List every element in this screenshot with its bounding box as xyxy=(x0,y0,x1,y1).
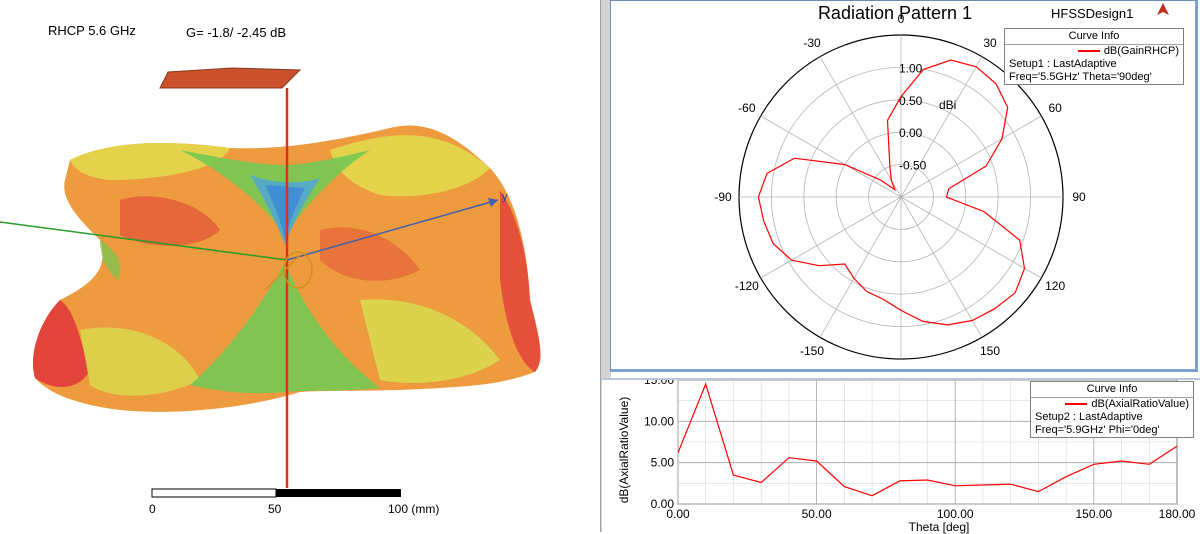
x-axis xyxy=(0,221,288,261)
polar-angle-tick: 60 xyxy=(1048,101,1062,115)
polar-angle-tick: -90 xyxy=(714,190,732,204)
ar-xtick: 180.00 xyxy=(1159,507,1196,521)
scale-tick-100: 100 (mm) xyxy=(388,502,440,516)
pattern-cyan-funnel xyxy=(265,185,305,240)
pattern-yellow-lowright xyxy=(360,299,500,384)
axial-ratio-panel: 0.00 50.00 100.00 150.00 180.00 0.00 5.00 10.00… xyxy=(602,378,1200,534)
pattern-red-right xyxy=(500,190,541,372)
polar-chart-panel: Radiation Pattern 1 HFSSDesign1 0 30 60 90 1… xyxy=(610,0,1198,372)
polar-spoke xyxy=(900,196,983,338)
polar-legend-swatch xyxy=(1077,50,1100,53)
polar-legend-entry: dB(GainRHCP) xyxy=(1005,45,1183,58)
y-axis-arrow xyxy=(488,198,498,207)
pattern-yellow-right xyxy=(330,135,490,197)
ar-legend-line-2: Freq='5.9GHz' Phi='0deg' xyxy=(1035,424,1160,436)
polar-spoke xyxy=(900,115,1042,198)
ar-xtick: 150.00 xyxy=(1075,507,1112,521)
ar-legend-entry: dB(AxialRatioValue) xyxy=(1031,398,1193,411)
ar-tick-labels: 0.00 50.00 100.00 150.00 180.00 0.00 5.00 10.00… xyxy=(644,380,1196,521)
polar-radial-tick: 1.00 xyxy=(899,61,923,75)
polar-angle-tick: -180 xyxy=(889,368,913,369)
ar-xtick: 50.00 xyxy=(802,507,832,521)
origin-diag xyxy=(264,254,301,291)
ar-ytick: 5.00 xyxy=(651,456,675,470)
polar-angle-tick: 120 xyxy=(1045,279,1065,293)
y-axis-label: y xyxy=(502,191,508,203)
polar-legend[interactable]: Curve Info dB(GainRHCP) Setup1 : LastAda… xyxy=(1004,28,1184,85)
polar-angle-tick: 0 xyxy=(898,12,905,26)
y-axis xyxy=(286,199,499,261)
ar-ytick: 15.00 xyxy=(644,380,674,387)
polar-angle-tick: -150 xyxy=(800,344,824,358)
polar-spoke xyxy=(819,196,902,338)
pattern-red-top xyxy=(120,196,220,246)
ar-legend[interactable]: Curve Info dB(AxialRatioValue) Setup2 : … xyxy=(1030,381,1194,438)
hfss-logo-icon xyxy=(1157,3,1169,15)
design-name: HFSSDesign1 xyxy=(1051,6,1133,21)
ar-xtick: 0.00 xyxy=(666,507,690,521)
polar-angle-tick: 90 xyxy=(1072,190,1086,204)
pattern-red-left xyxy=(32,300,90,388)
pattern-yellow-lowleft xyxy=(80,327,200,396)
polar-radial-tick: 0.50 xyxy=(899,94,923,108)
gain-label: G= -1.8/ -2.45 dB xyxy=(186,25,287,40)
ar-legend-line-1: Setup2 : LastAdaptive xyxy=(1035,411,1143,423)
polar-spoke xyxy=(760,196,902,279)
polar-legend-header: Curve Info xyxy=(1005,29,1183,45)
ar-legend-entry-label: dB(AxialRatioValue) xyxy=(1091,398,1189,410)
polar-angle-tick: -120 xyxy=(735,279,759,293)
scale-tick-0: 0 xyxy=(149,502,156,516)
polar-radial-labels: -0.50 0.00 0.50 1.00 xyxy=(899,61,927,172)
polar-angle-tick: -60 xyxy=(738,101,756,115)
axial-ratio-chart: 0.00 50.00 100.00 150.00 180.00 0.00 5.00 10.00… xyxy=(617,380,1196,534)
polar-radial-tick: 0.00 xyxy=(899,126,923,140)
ar-legend-swatch xyxy=(1065,403,1088,406)
polarization-label: RHCP 5.6 GHz xyxy=(48,23,136,38)
polar-angle-labels: 0 30 60 90 120 150 -180 -150 -120 -90 -60 -30 xyxy=(714,12,1086,369)
polar-legend-line-1: Setup1 : LastAdaptive xyxy=(1009,58,1117,70)
pattern-green-lower xyxy=(190,262,380,394)
polar-chart: Radiation Pattern 1 HFSSDesign1 0 30 60 90 1… xyxy=(714,3,1169,369)
polar-radial-tick: -0.50 xyxy=(899,159,927,173)
ar-ytick: 10.00 xyxy=(644,414,674,428)
polar-angle-tick: 150 xyxy=(980,344,1000,358)
ar-series-axial-ratio xyxy=(677,382,1178,497)
ar-legend-header: Curve Info xyxy=(1031,382,1193,398)
polar-legend-entry-label: dB(GainRHCP) xyxy=(1103,45,1179,57)
polar-unit-label: dBi xyxy=(939,98,956,112)
scale-bar-black xyxy=(276,489,401,497)
ar-xlabel: Theta [deg] xyxy=(909,520,970,534)
polar-spoke xyxy=(819,56,902,198)
window-separator[interactable] xyxy=(600,0,611,532)
scale-bar-white xyxy=(151,488,277,498)
ar-ylabel: dB(AxialRatioValue) xyxy=(617,397,631,504)
polar-spoke xyxy=(900,196,1042,279)
polar-legend-line-2: Freq='5.5GHz' Theta='90deg' xyxy=(1009,71,1152,83)
3d-pattern-graphic: y xyxy=(0,67,541,498)
polar-angle-tick: -30 xyxy=(803,36,821,50)
patch-antenna xyxy=(159,67,302,89)
polar-grid xyxy=(738,34,1064,360)
polar-series-gain-rhcp xyxy=(757,59,1026,326)
polar-title: Radiation Pattern 1 xyxy=(818,3,972,23)
polar-spoke xyxy=(900,56,983,198)
pattern-green-left xyxy=(100,240,121,280)
3d-pattern-view: y RHCP 5.6 GHz G= -1.8/ -2.45 dB 0 50 10… xyxy=(0,0,602,532)
polar-spoke xyxy=(760,115,902,198)
ar-ytick: 0.00 xyxy=(651,497,675,511)
polar-angle-tick: 30 xyxy=(983,36,997,50)
pattern-red-mid xyxy=(320,227,420,281)
ar-xtick: 100.00 xyxy=(937,507,974,521)
scale-tick-50: 50 xyxy=(268,502,282,516)
